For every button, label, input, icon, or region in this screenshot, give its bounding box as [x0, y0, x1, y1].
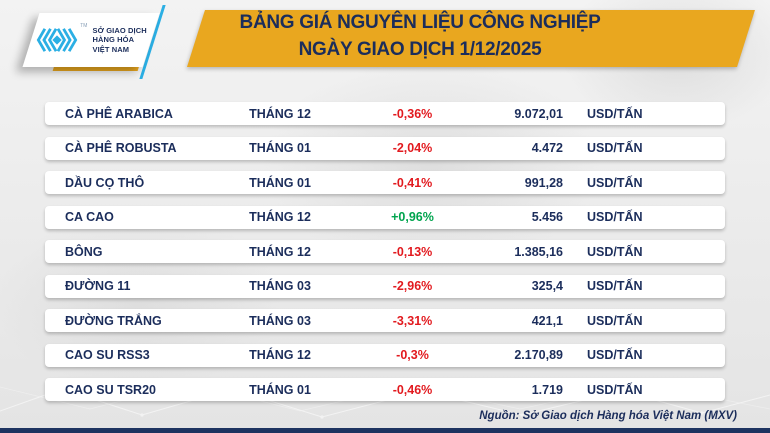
contract-month: THÁNG 01	[249, 141, 311, 155]
price-value: 2.170,89	[514, 348, 563, 362]
contract-month: THÁNG 03	[249, 313, 311, 328]
table-row: CAO SU RSS3 THÁNG 12 -0,3% 2.170,89 USD/…	[45, 343, 725, 367]
price-unit: USD/TẤN	[587, 382, 643, 397]
price-value: 421,1	[531, 313, 563, 328]
commodity-name: CAO SU RSS3	[65, 348, 150, 362]
percent-change: -0,13%	[392, 244, 433, 259]
trademark-mark: TM	[80, 23, 88, 29]
commodity-name: CAO SU TSR20	[65, 382, 156, 397]
bottom-navy-strip	[0, 428, 770, 433]
commodity-name: BÔNG	[65, 244, 103, 259]
price-value: 1.385,16	[514, 244, 563, 259]
commodity-name: ĐƯỜNG TRẮNG	[65, 313, 162, 328]
percent-change: -0,3%	[396, 348, 429, 362]
commodity-name: CÀ PHÊ ROBUSTA	[65, 141, 177, 155]
page-title: BẢNG GIÁ NGUYÊN LIỆU CÔNG NGHIỆP NGÀY GI…	[120, 9, 720, 69]
price-value: 991,28	[524, 175, 563, 190]
percent-change: -3,31%	[392, 313, 433, 328]
price-unit: USD/TẤN	[587, 313, 643, 328]
page-title-line1: BẢNG GIÁ NGUYÊN LIỆU CÔNG NGHIỆP	[239, 12, 601, 33]
price-value: 5.456	[531, 210, 563, 224]
price-unit: USD/TẤN	[587, 210, 643, 224]
contract-month: THÁNG 01	[249, 175, 311, 190]
mxv-logo: TM SỞ GIAO DỊCH HÀNG HÓA VIỆT NAM	[22, 13, 160, 67]
mxv-logo-icon	[36, 28, 78, 52]
table-row: CÀ PHÊ ROBUSTA THÁNG 01 -2,04% 4.472 USD…	[45, 136, 725, 160]
price-unit: USD/TẤN	[587, 141, 643, 155]
percent-change: -2,96%	[392, 279, 433, 293]
contract-month: THÁNG 12	[249, 244, 311, 259]
contract-month: THÁNG 03	[249, 279, 311, 293]
source-attribution: Nguồn: Sở Giao dịch Hàng hóa Việt Nam (M…	[479, 410, 737, 422]
table-row: CÀ PHÊ ARABICA THÁNG 12 -0,36% 9.072,01 …	[45, 102, 725, 125]
table-row: BÔNG THÁNG 12 -0,13% 1.385,16 USD/TẤN	[45, 240, 725, 263]
price-value: 325,4	[531, 279, 563, 293]
price-unit: USD/TẤN	[587, 175, 643, 190]
price-unit: USD/TẤN	[587, 279, 643, 293]
price-value: 9.072,01	[514, 106, 563, 121]
contract-month: THÁNG 12	[249, 106, 311, 121]
commodity-name: DẦU CỌ THÔ	[65, 175, 145, 190]
percent-change: +0,96%	[391, 210, 434, 224]
page-title-line2: NGÀY GIAO DỊCH 1/12/2025	[298, 39, 542, 60]
table-row: CAO SU TSR20 THÁNG 01 -0,46% 1.719 USD/T…	[45, 378, 725, 401]
table-row: DẦU CỌ THÔ THÁNG 01 -0,41% 991,28 USD/TẤ…	[45, 171, 725, 194]
price-table: CÀ PHÊ ARABICA THÁNG 12 -0,36% 9.072,01 …	[45, 102, 725, 413]
price-value: 1.719	[531, 382, 563, 397]
table-row: ĐƯỜNG TRẮNG THÁNG 03 -3,31% 421,1 USD/TẤ…	[45, 309, 725, 332]
logo-org-line3: VIỆT NAM	[92, 44, 130, 54]
price-unit: USD/TẤN	[587, 106, 643, 121]
contract-month: THÁNG 01	[249, 382, 311, 397]
price-unit: USD/TẤN	[587, 348, 643, 362]
logo-org-name: SỞ GIAO DỊCH HÀNG HÓA VIỆT NAM	[92, 26, 146, 54]
contract-month: THÁNG 12	[249, 210, 311, 224]
table-row: CA CAO THÁNG 12 +0,96% 5.456 USD/TẤN	[45, 205, 725, 229]
logo-org-line1: SỞ GIAO DỊCH	[92, 25, 147, 35]
commodity-name: ĐƯỜNG 11	[65, 279, 131, 293]
commodity-name: CÀ PHÊ ARABICA	[65, 106, 173, 121]
price-value: 4.472	[531, 141, 563, 155]
logo-org-line2: HÀNG HÓA	[92, 35, 135, 45]
percent-change: -0,46%	[392, 382, 433, 397]
percent-change: -0,36%	[392, 106, 433, 121]
table-row: ĐƯỜNG 11 THÁNG 03 -2,96% 325,4 USD/TẤN	[45, 274, 725, 298]
commodity-name: CA CAO	[65, 210, 114, 224]
contract-month: THÁNG 12	[249, 348, 311, 362]
price-unit: USD/TẤN	[587, 244, 643, 259]
percent-change: -2,04%	[392, 141, 433, 155]
percent-change: -0,41%	[392, 175, 433, 190]
